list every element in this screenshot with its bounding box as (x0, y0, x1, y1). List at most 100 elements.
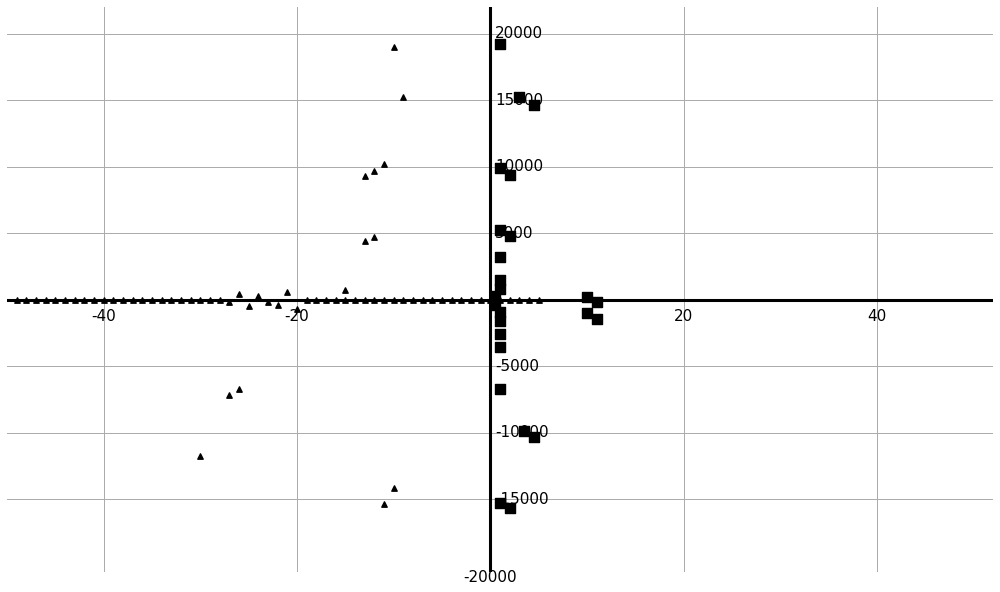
Point (18, 295, 34, 304)
Text: -20: -20 (285, 309, 309, 324)
Point (357, 171, 373, 181)
Point (487, 291, 503, 300)
Point (521, 295, 537, 304)
Point (424, 295, 440, 304)
Point (231, 384, 247, 394)
Point (366, 295, 382, 304)
Point (202, 295, 218, 304)
Point (492, 226, 508, 235)
Point (347, 295, 363, 304)
Point (57, 295, 73, 304)
Point (511, 295, 527, 304)
Point (482, 295, 498, 304)
Point (395, 93, 411, 102)
Point (144, 295, 160, 304)
Point (444, 295, 460, 304)
Point (192, 452, 208, 461)
Point (86, 295, 102, 304)
Point (308, 295, 324, 304)
Point (492, 343, 508, 352)
Point (502, 295, 518, 304)
Point (502, 170, 518, 179)
Point (366, 166, 382, 175)
Point (241, 301, 257, 311)
Point (492, 329, 508, 339)
Point (357, 295, 373, 304)
Point (289, 304, 305, 314)
Point (434, 295, 450, 304)
Text: 40: 40 (867, 309, 887, 324)
Point (526, 432, 542, 441)
Point (487, 300, 503, 310)
Point (395, 295, 411, 304)
Text: -40: -40 (91, 309, 116, 324)
Text: -10000: -10000 (495, 425, 549, 440)
Point (270, 300, 286, 310)
Point (125, 295, 141, 304)
Point (318, 295, 334, 304)
Point (579, 308, 595, 317)
Text: -5000: -5000 (495, 359, 539, 374)
Point (492, 384, 508, 394)
Point (366, 232, 382, 242)
Point (67, 295, 83, 304)
Point (473, 295, 489, 304)
Point (154, 295, 170, 304)
Point (96, 295, 112, 304)
Point (492, 284, 508, 294)
Point (492, 252, 508, 262)
Point (492, 295, 508, 304)
Point (463, 295, 479, 304)
Point (250, 291, 266, 300)
Point (526, 101, 542, 110)
Text: 10000: 10000 (495, 159, 543, 174)
Point (163, 295, 179, 304)
Point (38, 295, 54, 304)
Text: 20: 20 (674, 309, 693, 324)
Point (492, 307, 508, 316)
Point (579, 292, 595, 301)
Point (134, 295, 150, 304)
Point (337, 295, 353, 304)
Point (183, 295, 199, 304)
Point (589, 315, 605, 324)
Point (376, 500, 392, 509)
Point (386, 295, 402, 304)
Point (386, 42, 402, 52)
Point (105, 295, 121, 304)
Point (492, 163, 508, 173)
Point (531, 295, 547, 304)
Point (192, 295, 208, 304)
Point (376, 159, 392, 169)
Text: -15000: -15000 (495, 491, 549, 507)
Point (492, 498, 508, 508)
Point (221, 297, 237, 307)
Point (279, 287, 295, 297)
Point (231, 289, 247, 299)
Point (502, 504, 518, 513)
Point (221, 391, 237, 400)
Point (516, 426, 532, 436)
Text: 5000: 5000 (495, 226, 534, 240)
Point (328, 295, 344, 304)
Point (492, 316, 508, 326)
Point (376, 295, 392, 304)
Point (453, 295, 469, 304)
Point (357, 236, 373, 246)
Point (492, 40, 508, 49)
Point (589, 297, 605, 307)
Text: 15000: 15000 (495, 92, 543, 108)
Point (386, 484, 402, 493)
Point (212, 295, 228, 304)
Point (511, 93, 527, 102)
Point (115, 295, 131, 304)
Point (299, 295, 315, 304)
Point (9, 295, 25, 304)
Point (502, 231, 518, 240)
Point (492, 275, 508, 284)
Point (405, 295, 421, 304)
Point (337, 285, 353, 295)
Point (47, 295, 63, 304)
Point (76, 295, 92, 304)
Point (415, 295, 431, 304)
